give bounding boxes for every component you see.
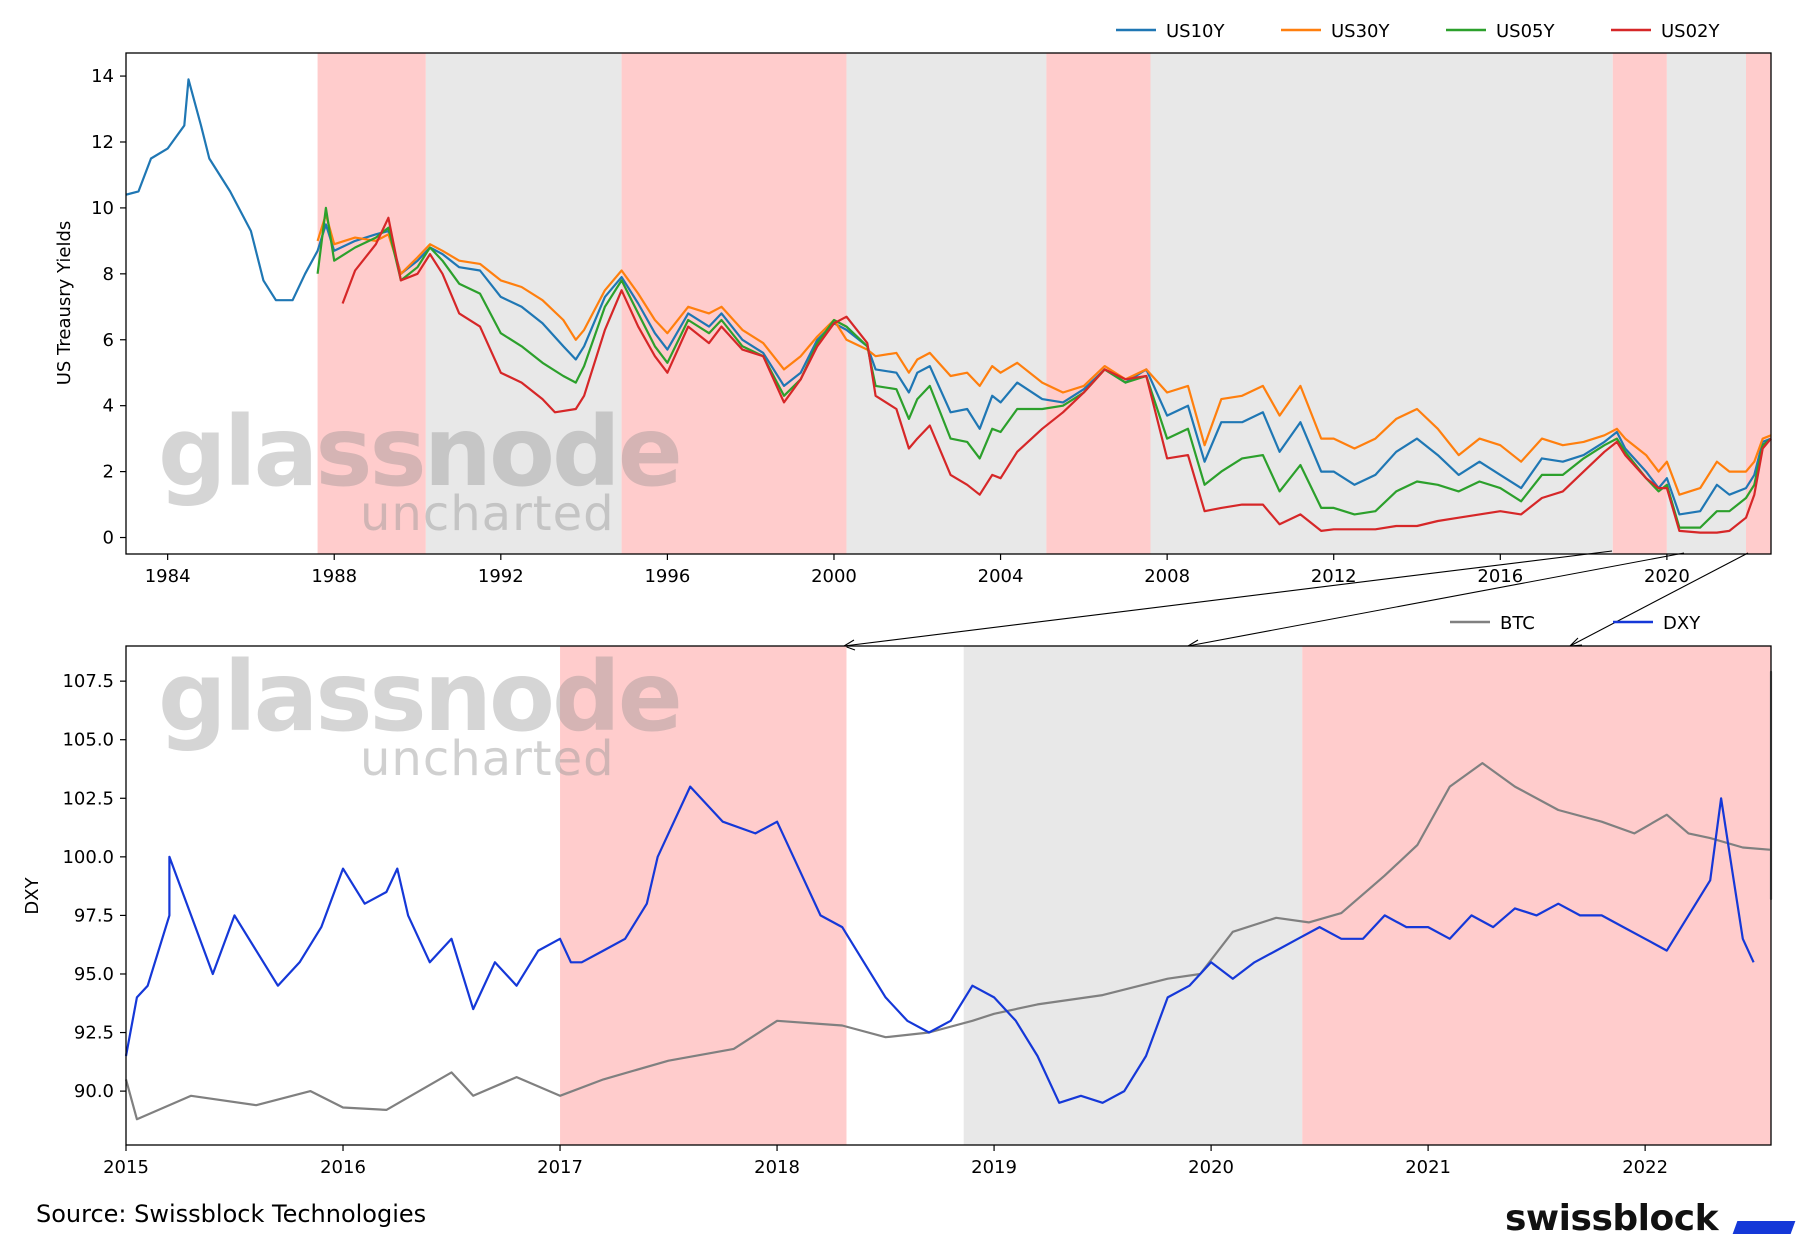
bot-x-tick-label: 2020 bbox=[1188, 1157, 1234, 1178]
bot-y-tick-label: 95.0 bbox=[74, 964, 114, 985]
series-line-us02y bbox=[341, 216, 1772, 534]
legend-item-us30y: US30Y bbox=[1281, 21, 1391, 42]
legend-item-btc: BTC bbox=[1450, 613, 1535, 634]
top-x-tick-label: 2004 bbox=[978, 566, 1024, 587]
top-y-axis: 0 2 4 6 8 10 12 14 bbox=[91, 66, 126, 549]
bot-shaded-region-2 bbox=[1302, 646, 1771, 1145]
bot-x-tick-label: 2018 bbox=[754, 1157, 800, 1178]
bot-y-tick-label: 90.0 bbox=[74, 1081, 114, 1102]
top-y-tick-label: 10 bbox=[91, 198, 114, 219]
bottom-legend: BTC DXY bbox=[1450, 613, 1701, 634]
legend-label-us10y: US10Y bbox=[1166, 21, 1226, 42]
series-line-us05y bbox=[316, 206, 1772, 529]
top-x-tick-label: 2020 bbox=[1644, 566, 1690, 587]
legend-label-us30y: US30Y bbox=[1331, 21, 1391, 42]
bottom-y-axis: 90.0 92.5 95.0 97.5 100.0 102.5 105.0 107.5 bbox=[62, 671, 126, 1102]
bottom-x-axis: 2015 2016 2017 2018 2019 2020 2021 2022 bbox=[103, 1145, 1668, 1178]
brand-logo-bar bbox=[1732, 1221, 1796, 1234]
legend-item-dxy: DXY bbox=[1613, 613, 1701, 634]
bottom-watermark: glassnode uncharted bbox=[158, 641, 683, 787]
top-shaded-region-5 bbox=[1150, 53, 1613, 554]
bot-y-tick-label: 105.0 bbox=[62, 730, 114, 751]
top-shaded-region-0 bbox=[317, 53, 426, 554]
top-y-tick-label: 14 bbox=[91, 66, 114, 87]
brand-logo: swissblock bbox=[1505, 1198, 1719, 1239]
legend-item-us10y: US10Y bbox=[1116, 21, 1226, 42]
bottom-shaded-regions bbox=[560, 646, 1771, 1145]
top-watermark: glassnode uncharted bbox=[158, 396, 683, 542]
series-line-us30y bbox=[316, 213, 1772, 496]
watermark-uncharted-bottom: uncharted bbox=[360, 731, 615, 787]
top-series-lines bbox=[125, 78, 1772, 534]
top-x-tick-label: 2000 bbox=[811, 566, 857, 587]
watermark-glassnode-bottom: glassnode bbox=[158, 641, 680, 753]
bot-y-tick-label: 100.0 bbox=[62, 847, 114, 868]
legend-label-us02y: US02Y bbox=[1661, 21, 1721, 42]
top-y-tick-label: 0 bbox=[103, 528, 114, 549]
top-x-tick-label: 2008 bbox=[1144, 566, 1190, 587]
top-y-tick-label: 4 bbox=[103, 396, 114, 417]
top-y-tick-label: 8 bbox=[103, 264, 114, 285]
bot-y-tick-label: 102.5 bbox=[62, 788, 114, 809]
bottom-y-axis-label: DXY bbox=[22, 876, 43, 914]
bot-x-tick-label: 2015 bbox=[103, 1157, 149, 1178]
source-note: Source: Swissblock Technologies bbox=[36, 1200, 427, 1228]
watermark-glassnode-top: glassnode bbox=[158, 396, 680, 508]
top-shaded-regions bbox=[317, 53, 1771, 554]
connector-arrow-1 bbox=[843, 550, 1613, 647]
top-y-tick-label: 6 bbox=[103, 330, 114, 351]
top-plot-frame bbox=[125, 52, 1772, 555]
top-shaded-region-1 bbox=[425, 53, 622, 554]
bot-x-tick-label: 2016 bbox=[320, 1157, 366, 1178]
bot-shaded-region-0 bbox=[560, 646, 847, 1145]
legend-label-btc: BTC bbox=[1500, 613, 1535, 634]
legend-label-dxy: DXY bbox=[1663, 613, 1701, 634]
top-x-tick-label: 2012 bbox=[1311, 566, 1357, 587]
series-line-dxy bbox=[124, 785, 1755, 1104]
bot-x-tick-label: 2021 bbox=[1405, 1157, 1451, 1178]
bot-y-tick-label: 97.5 bbox=[74, 905, 114, 926]
bot-x-tick-label: 2019 bbox=[971, 1157, 1017, 1178]
connector-arrow-3-head bbox=[1568, 637, 1583, 647]
top-x-tick-label: 1996 bbox=[644, 566, 690, 587]
bot-x-tick-label: 2022 bbox=[1622, 1157, 1668, 1178]
dxy-btc-chart: glassnode uncharted 2015 2016 2017 2018 2019… bbox=[22, 613, 1773, 1178]
top-y-axis-label: US Treausry Yields bbox=[54, 221, 75, 386]
bot-x-tick-label: 2017 bbox=[537, 1157, 583, 1178]
top-x-tick-label: 1992 bbox=[478, 566, 524, 587]
watermark-uncharted-top: uncharted bbox=[360, 486, 615, 542]
top-y-tick-label: 12 bbox=[91, 132, 114, 153]
top-y-tick-label: 2 bbox=[103, 462, 114, 483]
bot-shaded-region-1 bbox=[963, 646, 1303, 1145]
top-shaded-region-6 bbox=[1612, 53, 1667, 554]
top-shaded-region-2 bbox=[621, 53, 847, 554]
legend-item-us05y: US05Y bbox=[1446, 21, 1556, 42]
top-x-tick-label: 2016 bbox=[1477, 566, 1523, 587]
legend-label-us05y: US05Y bbox=[1496, 21, 1556, 42]
legend-item-us02y: US02Y bbox=[1611, 21, 1721, 42]
bottom-plot-frame bbox=[125, 645, 1772, 1146]
bot-y-tick-label: 107.5 bbox=[62, 671, 114, 692]
connector-arrows bbox=[842, 550, 1749, 651]
bot-y-tick-label: 92.5 bbox=[74, 1023, 114, 1044]
top-shaded-region-3 bbox=[846, 53, 1047, 554]
top-shaded-region-4 bbox=[1046, 53, 1151, 554]
top-shaded-region-8 bbox=[1746, 53, 1771, 554]
top-x-axis: 1984 1988 1992 1996 2000 2004 2008 2012 2016 2020 bbox=[145, 554, 1690, 587]
top-legend: US10Y US30Y US05Y US02Y bbox=[1116, 21, 1721, 42]
connector-arrow-2 bbox=[1187, 552, 1685, 647]
series-line-us10y bbox=[125, 78, 1772, 516]
top-x-tick-label: 1988 bbox=[311, 566, 357, 587]
treasury-yields-chart: glassnode uncharted 1984 1988 1992 1996 2000… bbox=[54, 21, 1772, 587]
connector-arrow-3 bbox=[1569, 552, 1749, 647]
top-x-tick-label: 1984 bbox=[145, 566, 191, 587]
